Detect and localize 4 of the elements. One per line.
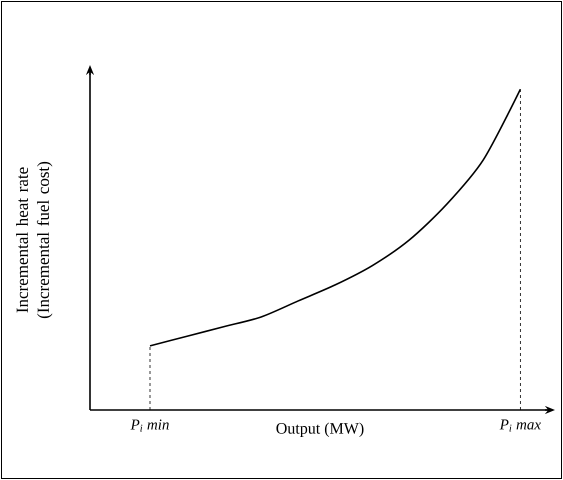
x-tick-label: P$_{i}$ min bbox=[130, 420, 169, 432]
x-axis-title: Output (MW) bbox=[276, 422, 364, 437]
y-axis-title: Incremental heat rate (Incremental fuel cost) bbox=[16, 162, 52, 318]
x-tick-label: P$_{i}$ max bbox=[500, 420, 541, 432]
